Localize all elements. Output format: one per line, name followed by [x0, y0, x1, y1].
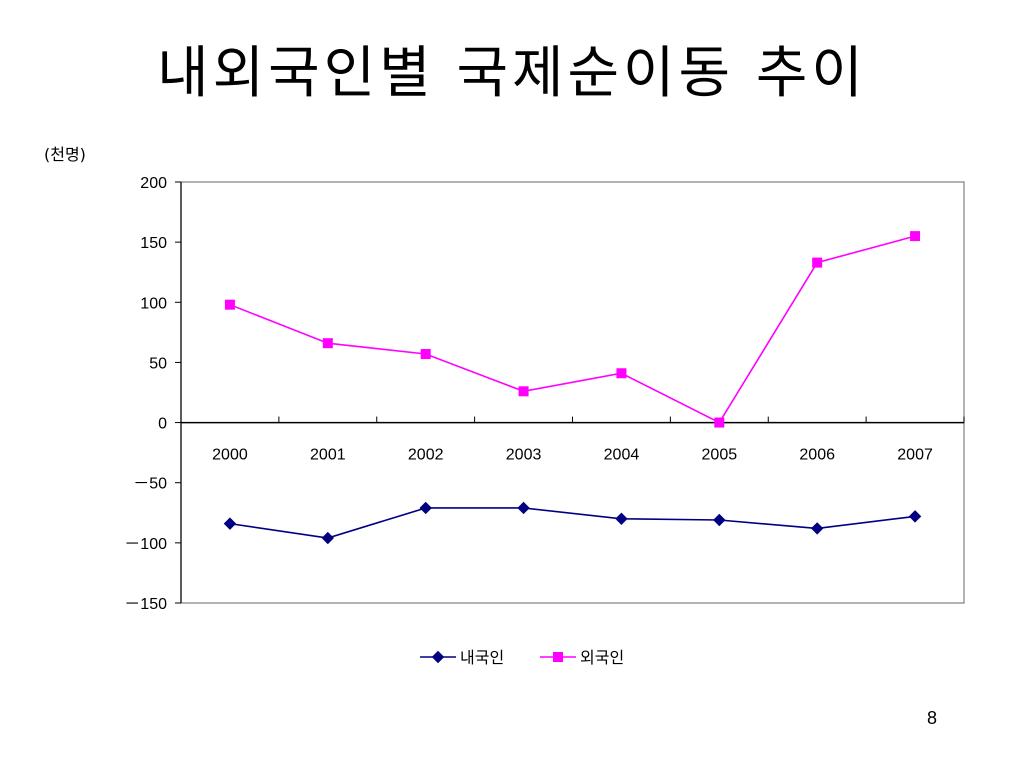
y-tick-label: 100 [140, 295, 167, 312]
x-tick-label: 2003 [506, 447, 542, 464]
data-point [517, 501, 530, 515]
legend-item: 외국인 [540, 648, 624, 667]
legend-label: 외국인 [580, 648, 624, 667]
data-point [908, 510, 922, 523]
y-tick-label: 150 [140, 235, 167, 252]
data-point [616, 368, 627, 379]
data-point [420, 349, 431, 360]
data-point [518, 386, 529, 397]
data-point [321, 531, 335, 545]
data-point [322, 338, 333, 349]
data-point [615, 512, 628, 526]
data-point [910, 231, 921, 242]
x-tick-label: 2007 [897, 447, 933, 464]
legend-item: 내국인 [420, 648, 504, 667]
series-line [229, 235, 916, 424]
series-domestic [223, 501, 922, 545]
slide-title: 내외국인별 국제순이동 추이 [157, 41, 867, 106]
y-tick-label: －100 [124, 536, 167, 553]
y-tick-label: －150 [124, 596, 167, 613]
legend-label: 내국인 [460, 648, 504, 667]
x-tick-label: 2005 [702, 447, 738, 464]
x-tick-label: 2000 [212, 447, 248, 464]
legend-marker [431, 650, 445, 664]
x-tick-label: 2002 [408, 447, 444, 464]
data-point [223, 517, 237, 530]
data-point [224, 299, 235, 310]
series-line [229, 507, 916, 539]
data-point [713, 513, 726, 527]
plot-frame [180, 181, 965, 604]
series-foreign [224, 231, 921, 428]
y-tick-label: 200 [140, 175, 167, 192]
y-tick-label: 0 [158, 416, 167, 433]
data-point [812, 257, 823, 268]
data-point [714, 417, 725, 428]
y-unit-label: (천명) [44, 145, 86, 164]
data-point [419, 501, 432, 515]
x-tick-label: 2006 [799, 447, 835, 464]
page-number: 8 [926, 708, 937, 728]
data-point [810, 522, 824, 535]
y-tick-label: 50 [149, 355, 167, 372]
y-tick-label: －50 [133, 476, 167, 493]
x-tick-label: 2001 [310, 447, 346, 464]
legend-marker [553, 652, 563, 662]
x-tick-label: 2004 [604, 447, 640, 464]
